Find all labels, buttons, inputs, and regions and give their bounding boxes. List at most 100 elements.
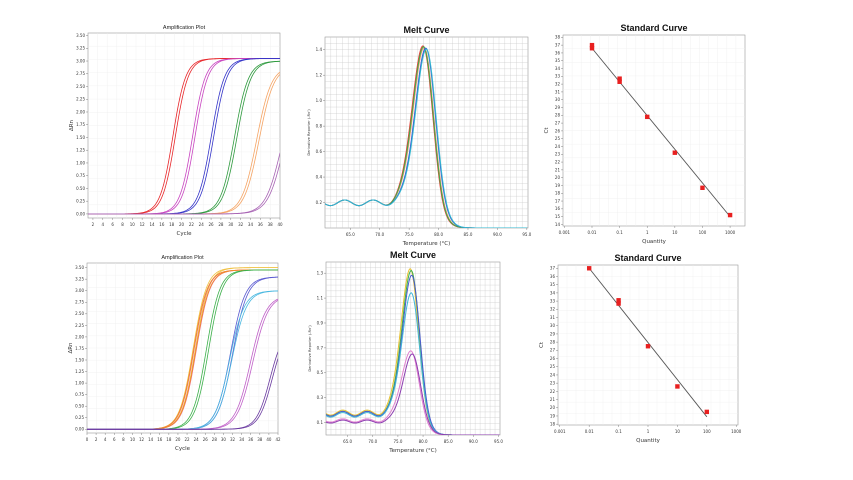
y-tick-label: 37 bbox=[550, 266, 556, 271]
standard-point bbox=[727, 212, 733, 218]
y-tick-label: 35 bbox=[550, 282, 556, 287]
x-tick-label: 0.01 bbox=[588, 230, 597, 235]
standard-point bbox=[704, 409, 710, 415]
y-tick-label: 29 bbox=[555, 105, 561, 110]
y-tick-label: 0.3 bbox=[317, 395, 324, 400]
x-tick-label: 0.01 bbox=[585, 429, 594, 434]
standard-point bbox=[617, 79, 622, 84]
y-tick-label: 0.75 bbox=[76, 173, 85, 178]
y-tick-label: 19 bbox=[550, 413, 556, 418]
x-tick-label: 6 bbox=[111, 222, 114, 227]
x-axis-label: Quantity bbox=[642, 239, 667, 245]
x-tick-label: 1 bbox=[647, 429, 650, 434]
y-tick-label: 20 bbox=[550, 405, 556, 410]
y-tick-label: 21 bbox=[555, 167, 561, 172]
chart-title: Amplification Plot bbox=[163, 25, 206, 31]
plot-marks bbox=[87, 267, 278, 430]
y-tick-label: 27 bbox=[550, 348, 556, 353]
regression-line bbox=[588, 268, 708, 418]
chart-title: Melt Curve bbox=[403, 25, 449, 35]
x-tick-label: 65.0 bbox=[343, 439, 352, 444]
melt-curve-series-3 bbox=[326, 292, 500, 435]
y-tick-label: 33 bbox=[555, 74, 561, 79]
y-tick-label: 35 bbox=[555, 58, 561, 63]
x-axis-label: Temperature (°C) bbox=[402, 241, 450, 247]
x-tick-label: 10 bbox=[130, 222, 136, 227]
x-tick-label: 8 bbox=[121, 222, 124, 227]
grid bbox=[326, 262, 500, 435]
y-tick-label: 2.50 bbox=[75, 311, 84, 316]
x-tick-label: 90.0 bbox=[493, 232, 502, 237]
y-tick-label: 1.3 bbox=[317, 271, 324, 276]
standard-point bbox=[672, 150, 678, 155]
y-axis-label: ΔRn bbox=[69, 119, 75, 131]
chart-melt: Melt Curve Temperature (°C) Derivative Rep… bbox=[308, 250, 503, 454]
standard-point bbox=[616, 301, 621, 306]
y-tick-label: 37 bbox=[555, 43, 561, 48]
y-tick-label: 0.25 bbox=[75, 415, 84, 420]
y-tick-label: 32 bbox=[550, 307, 556, 312]
x-axis-label: Cycle bbox=[176, 231, 192, 237]
x-tick-label: 0.001 bbox=[559, 230, 571, 235]
y-tick-label: 26 bbox=[550, 356, 556, 361]
melt-curve-series-4 bbox=[325, 48, 528, 228]
y-tick-label: 24 bbox=[555, 144, 561, 149]
y-tick-label: 2.75 bbox=[76, 71, 85, 76]
y-tick-label: 1.25 bbox=[75, 369, 84, 374]
x-tick-label: 4 bbox=[104, 437, 107, 442]
plot-marks bbox=[589, 42, 733, 218]
y-tick-label: 2.25 bbox=[76, 97, 85, 102]
y-tick-label: 36 bbox=[555, 50, 561, 55]
x-tick-label: 1000 bbox=[731, 429, 742, 434]
y-tick-label: 17 bbox=[555, 198, 561, 203]
melt-curve-series-4 bbox=[326, 350, 500, 435]
regression-line bbox=[591, 47, 731, 217]
y-tick-label: 2.00 bbox=[76, 109, 85, 114]
x-tick-label: 26 bbox=[203, 437, 209, 442]
y-tick-label: 1.00 bbox=[75, 381, 84, 386]
chart-standard: Standard Curve Quantity Ct 0.001 0.01 0.1 1 10 1… bbox=[539, 253, 742, 444]
y-tick-label: 0.2 bbox=[316, 200, 323, 205]
y-tick-label: 14 bbox=[555, 222, 561, 227]
grid bbox=[87, 263, 278, 433]
chart-melt: Melt Curve Temperature (°C) Derivative Rep… bbox=[307, 25, 532, 247]
grid bbox=[558, 265, 738, 425]
x-tick-label: 70.0 bbox=[368, 439, 377, 444]
standard-point bbox=[616, 298, 621, 303]
y-tick-label: 1.1 bbox=[317, 295, 324, 300]
y-tick-label: 2.25 bbox=[75, 323, 84, 328]
y-tick-label: 0.9 bbox=[317, 320, 324, 325]
y-tick-label: 1.75 bbox=[76, 122, 85, 127]
x-tick-label: 12 bbox=[140, 222, 146, 227]
y-tick-label: 23 bbox=[550, 381, 556, 386]
x-tick-label: 80.0 bbox=[434, 232, 443, 237]
standard-point bbox=[645, 344, 651, 349]
x-tick-label: 40 bbox=[266, 437, 272, 442]
standard-point bbox=[586, 266, 592, 271]
x-tick-label: 100 bbox=[699, 230, 707, 235]
x-tick-label: 14 bbox=[148, 437, 154, 442]
y-tick-label: 22 bbox=[550, 389, 556, 394]
y-tick-label: 3.50 bbox=[75, 265, 84, 270]
amplification-curve-series-5 bbox=[88, 162, 280, 215]
y-tick-label: 31 bbox=[550, 315, 556, 320]
standard-point bbox=[645, 114, 650, 120]
x-tick-label: 95.0 bbox=[522, 232, 531, 237]
x-tick-label: 34 bbox=[239, 437, 245, 442]
y-axis-label: ΔRn bbox=[68, 342, 74, 354]
x-tick-label: 26 bbox=[209, 222, 215, 227]
x-tick-label: 2 bbox=[92, 222, 95, 227]
x-tick-label: 18 bbox=[166, 437, 172, 442]
y-axis-label: Ct bbox=[544, 127, 550, 134]
y-tick-label: 28 bbox=[555, 113, 561, 118]
x-axis-label: Temperature (°C) bbox=[388, 448, 436, 454]
y-tick-label: 18 bbox=[550, 422, 556, 427]
x-tick-label: 0.1 bbox=[616, 230, 623, 235]
y-tick-label: 23 bbox=[555, 152, 561, 157]
x-tick-label: 32 bbox=[230, 437, 236, 442]
x-tick-label: 18 bbox=[169, 222, 175, 227]
x-tick-label: 38 bbox=[268, 222, 274, 227]
y-tick-label: 34 bbox=[555, 66, 561, 71]
